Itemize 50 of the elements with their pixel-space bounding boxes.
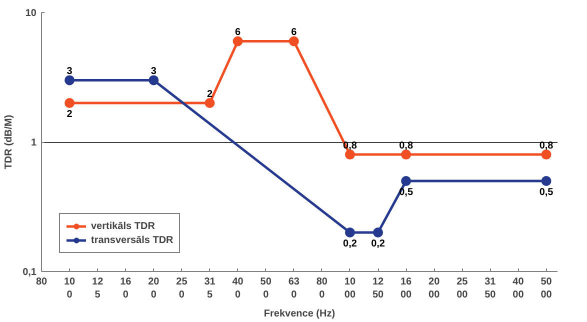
x-tick-label: 630: [288, 276, 300, 301]
x-tick-label: 2000: [428, 276, 440, 301]
legend-label: vertikāls TDR: [91, 220, 155, 232]
data-label: 2: [66, 109, 73, 120]
point: [288, 36, 299, 46]
x-tick-label: 1250: [372, 276, 384, 301]
x-tick-label: 200: [148, 276, 160, 301]
data-label: 3: [66, 66, 73, 78]
point: [232, 36, 243, 46]
x-tick-label: 4000: [512, 276, 524, 301]
point: [401, 176, 412, 186]
data-label: 6: [291, 27, 298, 38]
point: [64, 75, 75, 86]
data-label: 3: [150, 66, 157, 78]
x-tick-label: 1000: [344, 276, 356, 301]
data-label: 0,8: [539, 140, 554, 152]
x-tick-label: 1600: [400, 276, 412, 301]
data-label: 0,2: [371, 238, 386, 250]
y-tick-label: 0,1: [22, 267, 37, 278]
x-tick-label: 800: [316, 276, 328, 301]
point: [204, 98, 215, 108]
x-tick-label: 5000: [540, 276, 552, 301]
x-tick-label: 160: [120, 276, 132, 301]
data-label: 0,2: [343, 238, 358, 250]
point: [344, 150, 355, 160]
point: [541, 176, 552, 186]
data-label: 2: [206, 89, 213, 100]
point: [148, 75, 159, 86]
data-label: 0,5: [539, 186, 554, 198]
data-label: 6: [235, 27, 242, 38]
point: [373, 228, 384, 238]
point: [64, 98, 75, 108]
data-label: 0,8: [399, 140, 414, 152]
x-tick-label: 125: [92, 276, 104, 301]
x-tick-label: 500: [260, 276, 272, 301]
point: [401, 150, 412, 160]
x-tick-label: 2500: [456, 276, 468, 301]
y-axis-title: TDR (dB/M): [4, 114, 15, 170]
y-tick-label: 1: [30, 138, 37, 148]
x-tick-label: 100: [64, 276, 76, 301]
x-tick-label: 80: [36, 276, 48, 288]
x-tick-label: 315: [204, 276, 216, 301]
point: [344, 228, 355, 238]
x-tick-label: 250: [176, 276, 188, 301]
y-tick-label: 10: [25, 8, 37, 19]
x-tick-label: 400: [232, 276, 244, 301]
x-tick-label: 3150: [484, 276, 496, 301]
legend-label: transversāls TDR: [91, 234, 174, 246]
x-axis-title: Frekvence (Hz): [264, 308, 336, 320]
point: [541, 150, 552, 160]
